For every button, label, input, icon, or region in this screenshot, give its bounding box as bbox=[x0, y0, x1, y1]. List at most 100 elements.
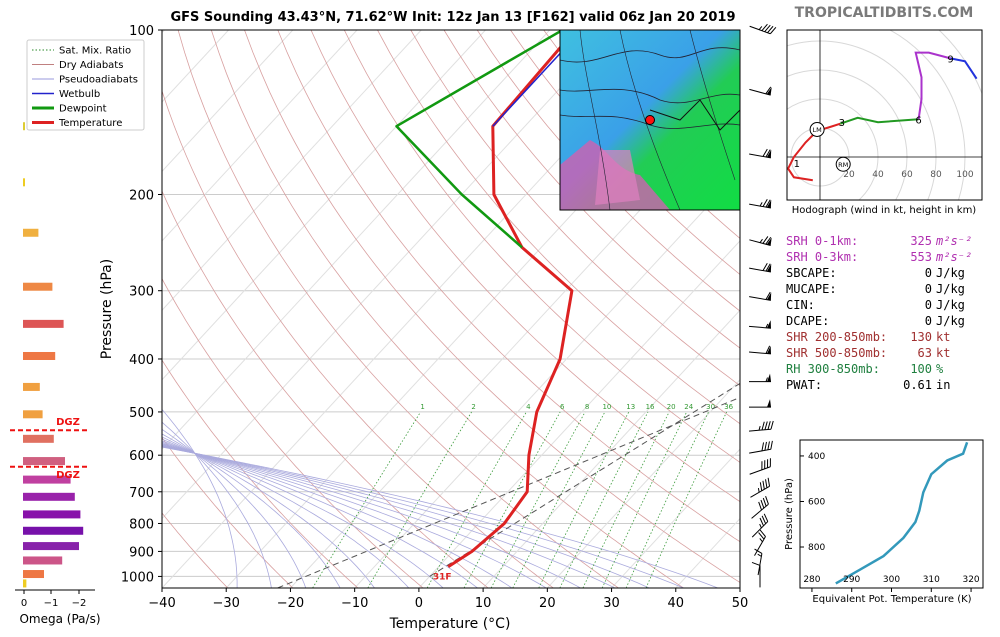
stat-value: 100 bbox=[910, 362, 932, 376]
omega-bar bbox=[23, 526, 84, 535]
barb-full bbox=[769, 458, 771, 467]
y-tick-label: 200 bbox=[129, 188, 154, 203]
stat-unit: kt bbox=[936, 346, 950, 360]
barb-full bbox=[759, 517, 764, 526]
isotherm-line bbox=[354, 170, 740, 588]
mixing-ratio-label: 36 bbox=[724, 403, 733, 411]
location-marker-icon bbox=[645, 115, 655, 125]
barb-staff bbox=[750, 485, 770, 498]
mixing-ratio-label: 2 bbox=[471, 403, 475, 411]
wind-barb bbox=[749, 148, 772, 159]
chart-title: GFS Sounding 43.43°N, 71.62°W Init: 12z … bbox=[170, 10, 735, 25]
barb-full bbox=[764, 460, 766, 469]
wind-barb bbox=[749, 198, 772, 209]
stat-value: 63 bbox=[918, 346, 932, 360]
y-tick-label: 700 bbox=[129, 486, 154, 501]
isotherm-line bbox=[162, 30, 551, 450]
dry-adiabat bbox=[510, 30, 740, 275]
legend-label: Sat. Mix. Ratio bbox=[59, 46, 131, 57]
pseudoadiabat bbox=[162, 421, 272, 588]
stat-unit: m²s⁻² bbox=[935, 234, 972, 248]
barb-flag bbox=[766, 345, 771, 354]
isotherm-line bbox=[611, 448, 740, 588]
y-tick-label: 800 bbox=[129, 517, 154, 532]
legend-label: Dry Adiabats bbox=[59, 60, 123, 71]
barb-full bbox=[762, 497, 767, 507]
wind-barb bbox=[749, 86, 772, 96]
hodograph-tick-label: 80 bbox=[930, 170, 942, 180]
stat-unit: J/kg bbox=[936, 266, 965, 280]
barb-flag bbox=[767, 373, 771, 382]
stat-unit: J/kg bbox=[936, 314, 965, 328]
mixing-ratio-label: 6 bbox=[560, 403, 565, 411]
storm-motion-label: LM bbox=[812, 126, 821, 134]
legend-label: Dewpoint bbox=[59, 104, 107, 115]
mixing-ratio-line bbox=[538, 411, 630, 588]
barb-staff bbox=[751, 503, 769, 519]
omega-tick-label: −1 bbox=[44, 598, 59, 609]
barb-full bbox=[762, 198, 768, 207]
barb-full bbox=[770, 420, 774, 430]
mixing-ratio-label: 13 bbox=[626, 403, 635, 411]
hodograph-caption: Hodograph (wind in kt, height in km) bbox=[792, 205, 977, 216]
hodograph-height-label: 3 bbox=[839, 118, 845, 129]
stat-label: PWAT: bbox=[786, 378, 822, 392]
omega-bar bbox=[23, 351, 56, 360]
wind-barb bbox=[751, 513, 769, 538]
barb-full bbox=[764, 441, 767, 451]
stat-unit: m²s⁻² bbox=[935, 250, 972, 264]
barb-full bbox=[767, 421, 771, 430]
barb-half bbox=[759, 238, 763, 243]
x-tick-label: −10 bbox=[341, 596, 368, 611]
barb-full bbox=[761, 23, 768, 32]
hodograph-segment bbox=[787, 122, 841, 182]
stat-value: 130 bbox=[910, 330, 932, 344]
barb-staff bbox=[749, 153, 771, 159]
barb-full bbox=[762, 148, 768, 157]
barb-half bbox=[757, 487, 760, 493]
legend-label: Pseudoadiabats bbox=[59, 75, 138, 86]
x-tick-label: −40 bbox=[148, 596, 175, 611]
omega-tick-label: −2 bbox=[72, 598, 87, 609]
x-tick-label: −20 bbox=[277, 596, 304, 611]
dry-adiabat bbox=[162, 190, 489, 588]
dry-adiabat bbox=[343, 30, 740, 463]
theta-e-panel: 280 290 300 310 320 400 600 800 Equivalent Pot.… bbox=[784, 439, 984, 605]
pseudoadiabat bbox=[162, 428, 307, 588]
omega-bar bbox=[23, 122, 25, 131]
mixing-ratio-label: 16 bbox=[646, 403, 655, 411]
barb-half bbox=[758, 26, 763, 30]
barb-half bbox=[759, 523, 762, 529]
stat-unit: in bbox=[936, 378, 950, 392]
dry-adiabat bbox=[162, 359, 359, 588]
dry-adiabat bbox=[162, 89, 554, 588]
stats-table: SRH 0-1km: 325 m²s⁻² SRH 0-3km: 553 m²s⁻² SBCA… bbox=[786, 234, 972, 392]
barb-full bbox=[758, 532, 765, 540]
stat-label: RH 300-850mb: bbox=[786, 362, 880, 376]
pseudoadiabat bbox=[162, 438, 410, 588]
omega-bar bbox=[23, 579, 27, 588]
wind-barb bbox=[749, 399, 771, 408]
barb-staff bbox=[749, 88, 771, 96]
wind-barb bbox=[750, 477, 771, 498]
dry-adiabat bbox=[377, 30, 740, 425]
y-axis-label: Pressure (hPa) bbox=[99, 259, 115, 359]
wind-barb bbox=[748, 345, 772, 355]
stat-value: 0 bbox=[925, 314, 932, 328]
dry-adiabat bbox=[443, 30, 740, 349]
series-temperature bbox=[447, 30, 577, 568]
pseudoadiabat bbox=[162, 441, 478, 588]
mixing-ratio-label: 4 bbox=[526, 403, 531, 411]
stat-unit: kt bbox=[936, 330, 950, 344]
pseudoadiabat bbox=[162, 446, 719, 588]
barb-flag bbox=[766, 87, 772, 96]
wind-barb bbox=[754, 548, 763, 576]
mixing-ratio-line bbox=[463, 411, 561, 588]
theta-y-tick-label: 800 bbox=[808, 543, 825, 553]
hodograph-tick-label: 60 bbox=[901, 170, 913, 180]
omega-bar bbox=[23, 228, 39, 237]
x-axis-label: Temperature (°C) bbox=[389, 616, 511, 632]
wind-barb bbox=[749, 262, 772, 273]
mixing-ratio-line bbox=[312, 411, 421, 588]
barb-half bbox=[757, 553, 762, 557]
